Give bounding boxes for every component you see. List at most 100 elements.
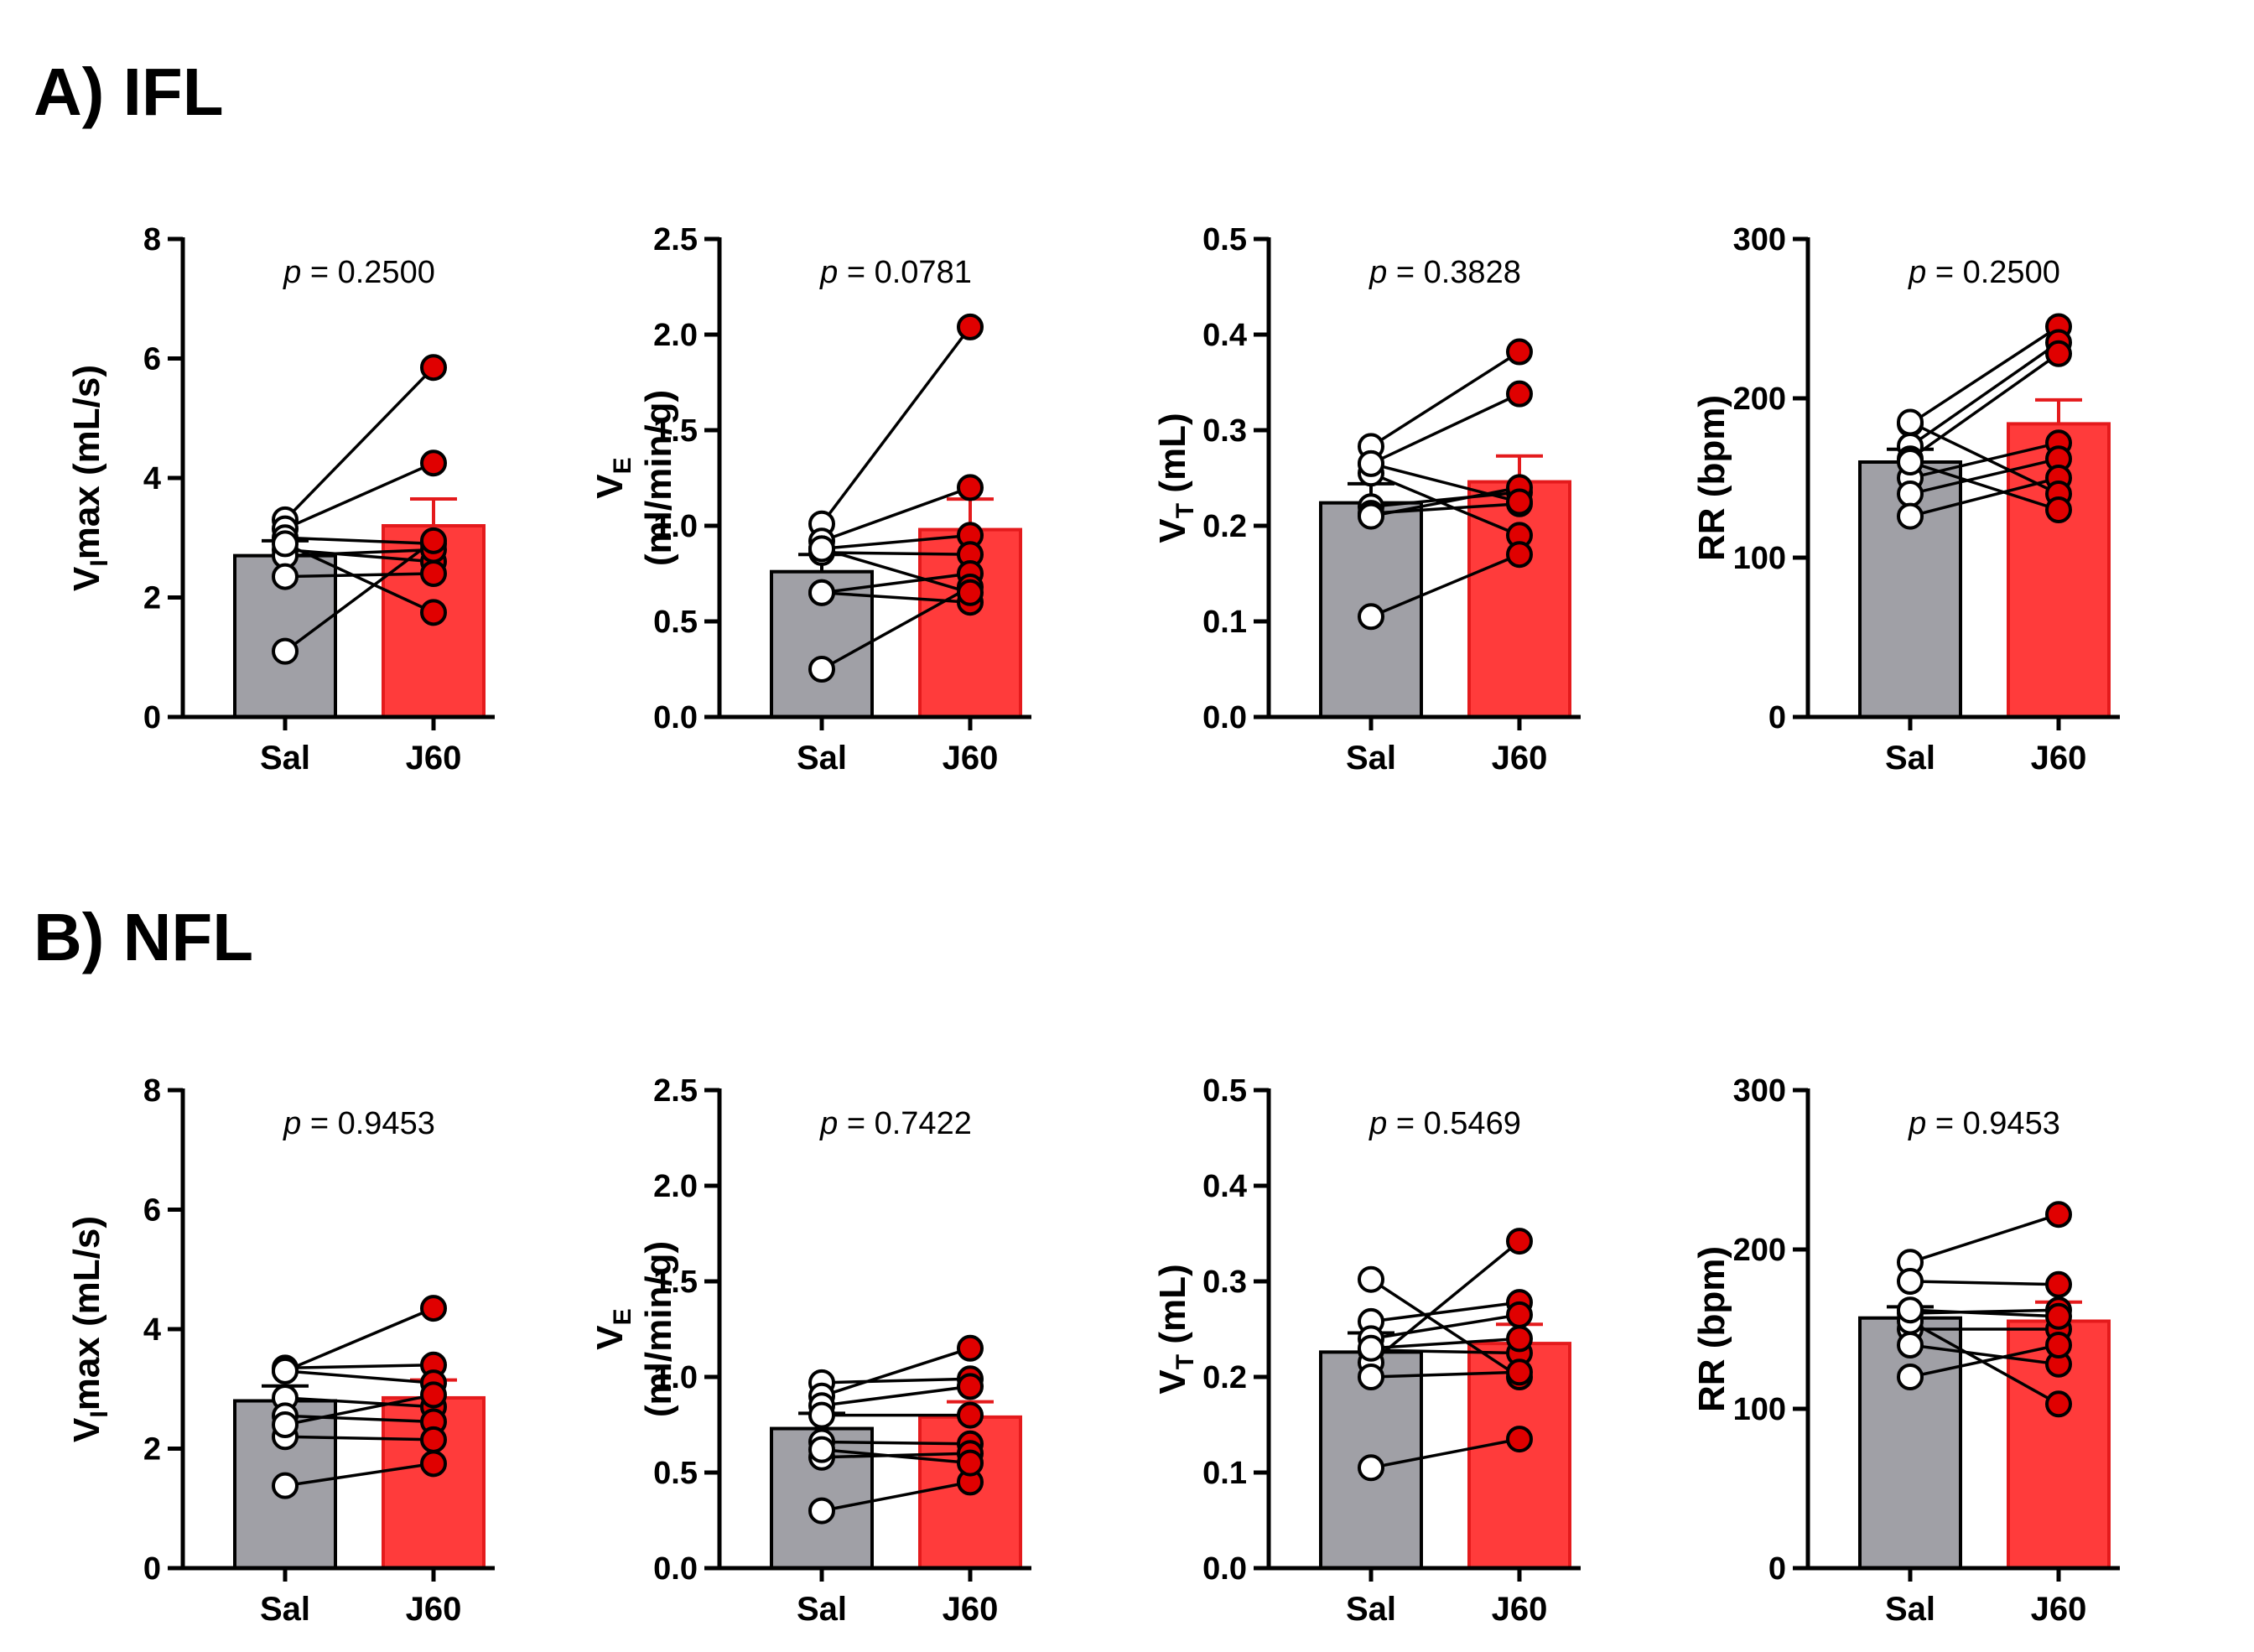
sal-point: [808, 579, 835, 606]
y-label-sub: I: [86, 559, 113, 566]
y-tick-label: 0.5: [1202, 1073, 1247, 1109]
p-symbol: p: [819, 1106, 838, 1141]
sal-point: [1358, 1454, 1384, 1482]
sal-point: [808, 1497, 835, 1525]
x-tick-label-j60: J60: [943, 1591, 999, 1628]
y-tick-label: 0.0: [1202, 1551, 1247, 1587]
pair-line: [1909, 1213, 2059, 1264]
sal-point: [1897, 449, 1924, 475]
p-value-label: p = 0.5469: [1368, 1106, 1521, 1141]
pair-line: [284, 536, 434, 546]
y-tick-label: 100: [1733, 541, 1786, 576]
y-tick-label: 1.0: [653, 1360, 698, 1395]
chart-ifl-rr: 0 100 200 300 Sal J60 p = 0.2500 RR (bpm): [1691, 222, 2120, 777]
pair-line: [284, 572, 434, 579]
y-axis-label: VImax (mL/s): [66, 365, 113, 591]
y-label-main: V: [66, 566, 107, 591]
j60-point: [420, 1295, 447, 1322]
j60-point: [1506, 380, 1533, 408]
y-label-sub: I: [86, 1410, 113, 1417]
x-tick-label-sal: Sal: [797, 740, 847, 777]
sal-point: [1358, 502, 1384, 530]
y-axis-label: VE (ml/min/g): [589, 390, 679, 566]
pair-line: [821, 486, 971, 543]
y-label-main: V: [1152, 1369, 1193, 1395]
y-tick-label: 0.2: [1202, 509, 1247, 544]
pair-line: [283, 539, 435, 653]
sal-point: [1897, 1332, 1924, 1358]
y-tick-label: 200: [1733, 1233, 1786, 1268]
y-label-main: RR (bpm): [1691, 395, 1732, 561]
x-tick-label-j60: J60: [2031, 740, 2087, 777]
y-axis-label: VT (mL): [1152, 1264, 1199, 1394]
y-tick-label: 4: [143, 1312, 161, 1348]
j60-point: [420, 354, 447, 382]
y-tick-label: 6: [143, 342, 161, 377]
pair-line: [821, 533, 971, 551]
j60-point: [2045, 1302, 2072, 1330]
y-label-main: V: [589, 474, 631, 499]
p-value-text: = 0.0781: [838, 255, 972, 290]
p-symbol: p: [1908, 1106, 1926, 1141]
pair-line: [284, 461, 434, 531]
pair-line: [1370, 471, 1520, 538]
pair-line: [1370, 1337, 1520, 1350]
j60-point: [2045, 1270, 2072, 1298]
y-label-main: V: [1152, 518, 1193, 543]
y-axis-label: RR (bpm): [1691, 395, 1732, 561]
y-tick-label: 0.5: [1202, 222, 1247, 257]
p-value-label: p = 0.9453: [283, 1106, 435, 1141]
sal-point: [272, 530, 299, 558]
p-value-label: p = 0.3828: [1368, 255, 1521, 290]
pair-line: [821, 547, 971, 595]
y-axis-label: VE (ml/min/g): [589, 1241, 679, 1417]
y-tick-label: 2: [143, 581, 161, 616]
sal-point: [1358, 1364, 1384, 1390]
p-symbol: p: [1368, 255, 1387, 290]
j60-point: [1506, 1301, 1533, 1328]
pair-line: [1370, 1437, 1520, 1470]
p-value-text: = 0.2500: [301, 255, 435, 290]
sal-point: [808, 1401, 835, 1429]
chart-ifl-vimax: 0 2 4 6 8 Sal J60 p = 0.2500 VImax (mL/s): [66, 222, 495, 777]
y-tick-label: 0: [143, 700, 161, 735]
y-tick-label: 200: [1733, 382, 1786, 417]
sal-point: [1358, 603, 1384, 631]
y-tick-label: 8: [143, 1073, 161, 1109]
p-value-text: = 0.9453: [1926, 1106, 2060, 1141]
p-value-text: = 0.9453: [301, 1106, 435, 1141]
y-tick-label: 0.4: [1202, 1169, 1247, 1204]
y-label-main: RR (bpm): [1691, 1246, 1732, 1412]
sal-point: [808, 1436, 835, 1463]
y-tick-label: 0: [1768, 700, 1786, 735]
sal-point: [1897, 1296, 1924, 1324]
x-tick-label-j60: J60: [1492, 1591, 1548, 1628]
pair-line: [1909, 325, 2059, 425]
y-tick-label: 2.0: [653, 1169, 698, 1204]
x-tick-label-sal: Sal: [260, 1591, 310, 1628]
y-tick-label: 100: [1733, 1392, 1786, 1427]
y-axis-label-line2: (ml/min/g): [638, 390, 679, 566]
pair-line: [821, 1447, 971, 1465]
sal-point: [1358, 1265, 1384, 1293]
y-tick-label: 0.0: [653, 700, 698, 735]
y-tick-label: 300: [1733, 222, 1786, 257]
p-symbol: p: [283, 1106, 301, 1141]
p-value-text: = 0.3828: [1387, 255, 1521, 290]
p-symbol: p: [283, 255, 301, 290]
pair-line: [284, 1396, 434, 1409]
j60-point: [2045, 1390, 2072, 1418]
y-tick-label: 1.5: [653, 1265, 698, 1300]
y-tick-label: 0.0: [1202, 700, 1247, 735]
pair-line: [1370, 553, 1520, 618]
x-tick-label-sal: Sal: [260, 740, 310, 777]
p-symbol: p: [819, 255, 838, 290]
y-tick-label: 2.5: [653, 222, 698, 257]
j60-point: [1506, 1426, 1533, 1453]
p-value-label: p = 0.9453: [1908, 1106, 2060, 1141]
y-label-main: V: [589, 1325, 631, 1350]
pair-line: [1909, 476, 2059, 518]
x-tick-label-j60: J60: [2031, 1591, 2087, 1628]
p-value-text: = 0.7422: [838, 1106, 972, 1141]
y-axis-label: VT (mL): [1152, 413, 1199, 543]
